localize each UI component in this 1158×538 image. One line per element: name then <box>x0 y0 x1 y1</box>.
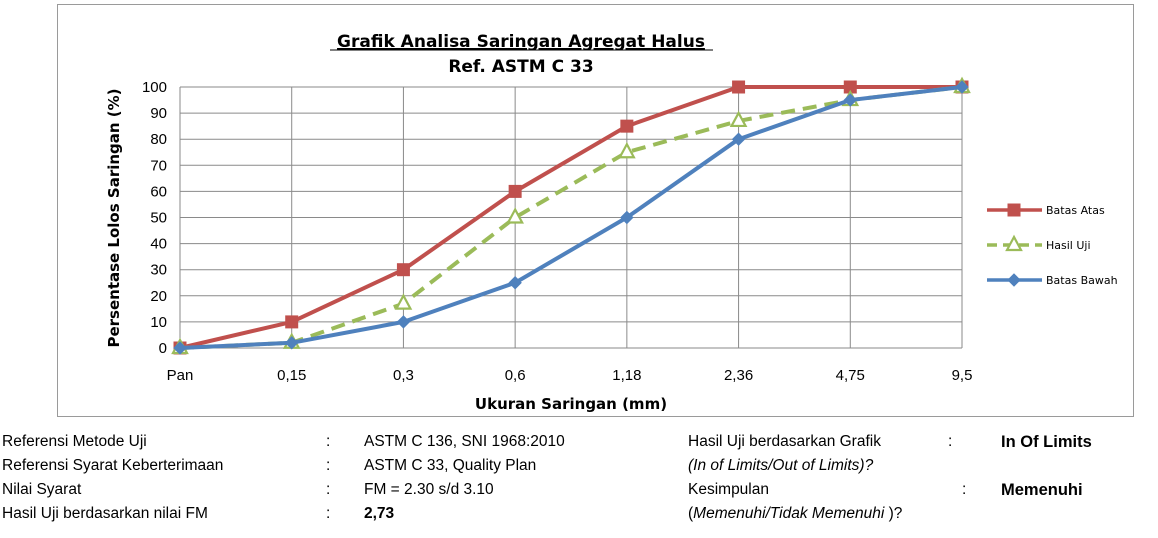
y-tick-label: 80 <box>150 131 167 148</box>
y-tick-label: 60 <box>150 183 167 200</box>
chart-subtitle: Ref. ASTM C 33 <box>448 57 593 77</box>
y-tick-label: 30 <box>150 262 167 279</box>
y-tick-label: 90 <box>150 105 167 122</box>
y-tick-label: 0 <box>159 340 167 357</box>
series-batas-bawah <box>173 80 969 355</box>
y-axis-label: Persentase Lolos Saringan (%) <box>105 88 123 347</box>
x-tick-label: 4,75 <box>836 367 865 384</box>
series-line-batas-atas <box>179 85 962 350</box>
info-colon-metode: : <box>326 433 331 450</box>
info-colon-syarat-keberterimaan: : <box>326 457 331 474</box>
x-tick-label: 0,15 <box>277 367 306 384</box>
y-tick-label: 70 <box>150 157 167 174</box>
y-tick-label: 100 <box>142 79 167 96</box>
hint-options: Memenuhi/Tidak Memenuhi <box>693 505 885 522</box>
info-colon-kesimpulan: : <box>962 481 967 498</box>
y-tick-label: 10 <box>150 314 167 331</box>
diamond-marker <box>285 336 299 350</box>
square-marker <box>396 263 410 277</box>
diamond-marker <box>396 315 411 329</box>
y-tick-label: 40 <box>150 236 167 253</box>
series-line-hasil-uji <box>179 85 963 350</box>
hint-close: )? <box>884 505 903 522</box>
info-colon-hasil-fm: : <box>326 505 331 522</box>
info-hint-hasil-grafik: (In of Limits/Out of Limits)? <box>688 457 874 474</box>
triangle-marker <box>618 141 636 159</box>
x-tick-labels: Pan 0,15 0,3 0,6 1,18 2,36 4,75 9,5 <box>167 367 973 384</box>
x-tick-label: 0,6 <box>505 367 526 384</box>
info-value-kesimpulan: Memenuhi <box>1001 481 1083 499</box>
chart-frame: Grafik Analisa Saringan Agregat Halus Re… <box>57 4 1134 417</box>
info-colon-nilai-syarat: : <box>326 481 331 498</box>
info-value-metode: ASTM C 136, SNI 1968:2010 <box>364 433 565 450</box>
x-tick-label: Pan <box>167 367 194 384</box>
legend-label-hasil-uji: Hasil Uji <box>1046 239 1091 252</box>
legend-label-batas-bawah: Batas Bawah <box>1046 274 1118 287</box>
diamond-marker <box>731 132 746 146</box>
diamond-marker <box>843 93 857 107</box>
hint-open-paren: ( <box>688 505 694 522</box>
y-tick-label: 50 <box>150 210 167 227</box>
x-tick-label: 9,5 <box>952 367 973 384</box>
legend-item-batas-atas: Batas Atas <box>987 203 1105 217</box>
square-marker <box>1007 203 1021 217</box>
grid-layer <box>179 86 963 349</box>
info-label-metode: Referensi Metode Uji <box>2 433 147 450</box>
info-label-syarat-keberterimaan: Referensi Syarat Keberterimaan <box>2 457 224 474</box>
y-tick-label: 20 <box>150 288 167 305</box>
series-layer <box>171 76 971 355</box>
info-label-hasil-grafik: Hasil Uji berdasarkan Grafik <box>688 433 881 450</box>
y-tick-labels: 0 10 20 30 40 50 60 70 80 90 100 <box>142 79 167 357</box>
legend-item-hasil-uji: Hasil Uji <box>987 234 1091 252</box>
info-colon-hasil-grafik: : <box>948 433 953 450</box>
legend-label-batas-atas: Batas Atas <box>1046 204 1105 217</box>
x-tick-label: 1,18 <box>612 367 641 384</box>
x-tick-label: 2,36 <box>724 367 753 384</box>
chart-svg: Grafik Analisa Saringan Agregat Halus Re… <box>105 32 1118 413</box>
chart-title: Grafik Analisa Saringan Agregat Halus <box>337 32 705 52</box>
square-marker <box>732 80 746 94</box>
x-axis-label: Ukuran Saringan (mm) <box>475 395 667 413</box>
triangle-marker <box>394 293 413 310</box>
series-hasil-uji <box>171 76 971 355</box>
info-value-hasil-grafik: In Of Limits <box>1001 433 1092 451</box>
diamond-marker <box>508 276 522 290</box>
info-label-hasil-fm: Hasil Uji berdasarkan nilai FM <box>2 505 208 522</box>
diamond-marker <box>955 80 969 94</box>
triangle-marker <box>1005 234 1023 252</box>
info-value-nilai-syarat: FM = 2.30 s/d 3.10 <box>364 481 494 498</box>
info-label-nilai-syarat: Nilai Syarat <box>2 481 82 498</box>
diamond-marker <box>620 210 634 225</box>
triangle-marker <box>506 207 524 224</box>
triangle-marker <box>729 110 748 128</box>
info-value-syarat-keberterimaan: ASTM C 33, Quality Plan <box>364 457 537 474</box>
square-marker <box>285 315 299 329</box>
info-value-hasil-fm: 2,73 <box>364 505 395 522</box>
square-marker <box>508 184 522 198</box>
legend: Batas Atas Hasil Uji Batas Bawah <box>987 203 1118 287</box>
legend-item-batas-bawah: Batas Bawah <box>987 273 1118 287</box>
x-tick-label: 0,3 <box>393 367 414 384</box>
square-marker <box>620 119 634 133</box>
diamond-marker <box>173 341 187 355</box>
info-hint-kesimpulan: (Memenuhi/Tidak Memenuhi )? <box>688 505 902 523</box>
series-line-batas-bawah <box>179 85 963 350</box>
info-label-kesimpulan: Kesimpulan <box>688 481 769 498</box>
diamond-marker <box>1007 273 1021 287</box>
